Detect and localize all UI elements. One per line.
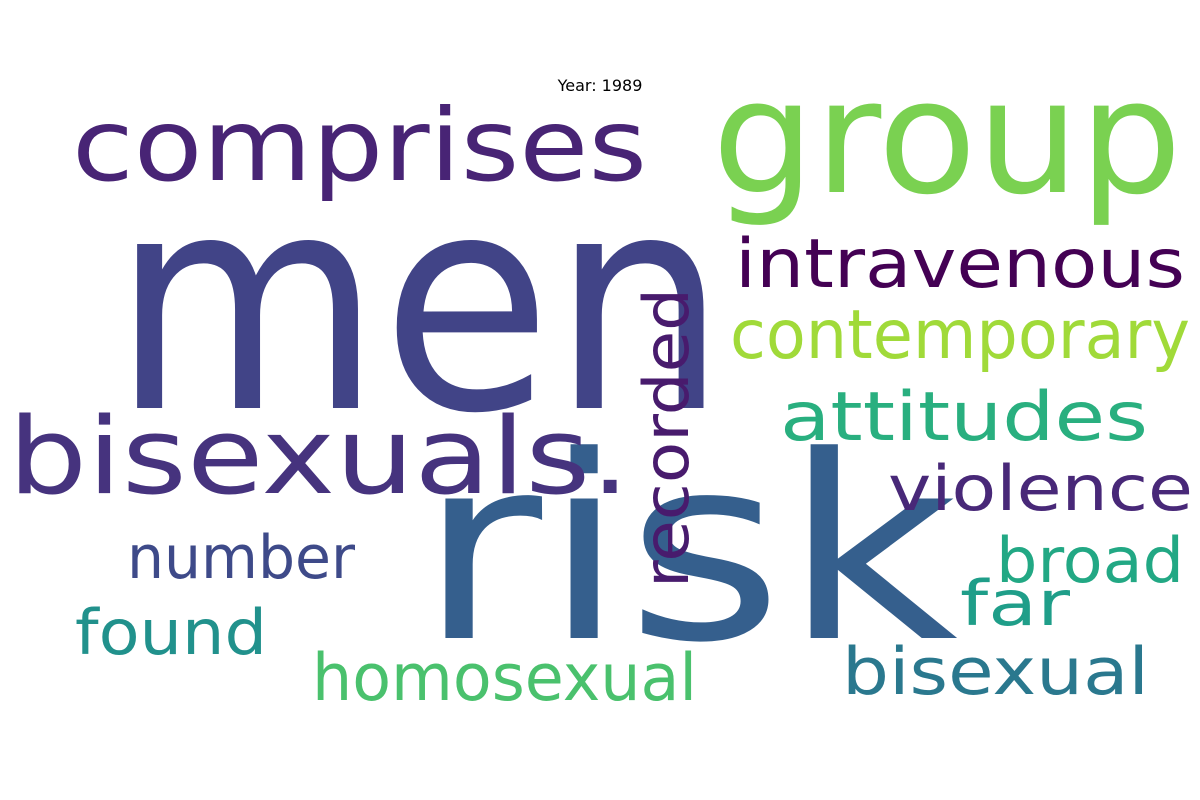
word-attitudes: attitudes	[780, 378, 1148, 457]
chart-title: Year: 1989	[557, 76, 643, 95]
word-far: far	[960, 567, 1071, 640]
word-bisexuals: bisexuals.	[8, 395, 630, 518]
word-men: men	[112, 130, 727, 479]
word-group: group	[712, 46, 1182, 230]
word-found: found	[75, 596, 267, 669]
word-bisexual: bisexual	[842, 635, 1149, 710]
word-number: number	[127, 523, 355, 593]
word-intravenous: intravenous	[735, 225, 1185, 304]
word-homosexual: homosexual	[312, 641, 697, 716]
word-contemporary: contemporary	[730, 296, 1190, 375]
word-recorded: recorded	[630, 288, 703, 588]
word-comprises: comprises	[72, 87, 647, 204]
word-violence: violence	[888, 452, 1193, 525]
word-broad: broad	[996, 524, 1184, 597]
word-risk: risk	[418, 402, 958, 699]
